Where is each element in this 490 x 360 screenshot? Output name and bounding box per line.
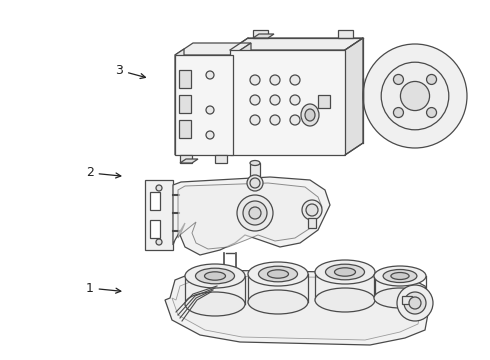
Ellipse shape (335, 268, 356, 276)
Circle shape (270, 95, 280, 105)
Polygon shape (180, 159, 198, 163)
Bar (250, 163, 260, 183)
Ellipse shape (248, 262, 308, 286)
Circle shape (250, 178, 260, 188)
Ellipse shape (315, 260, 375, 284)
Ellipse shape (301, 104, 319, 126)
Bar (215, 155, 227, 163)
Circle shape (270, 115, 280, 125)
Circle shape (397, 285, 433, 321)
Circle shape (206, 106, 214, 114)
Polygon shape (172, 276, 422, 340)
Bar (180, 155, 192, 163)
Polygon shape (345, 38, 363, 155)
Circle shape (363, 44, 467, 148)
Circle shape (400, 81, 430, 111)
Circle shape (306, 204, 318, 216)
Polygon shape (338, 30, 353, 38)
Polygon shape (233, 43, 251, 155)
Ellipse shape (259, 266, 297, 282)
Polygon shape (178, 183, 322, 249)
Polygon shape (175, 55, 233, 155)
Circle shape (250, 115, 260, 125)
Ellipse shape (268, 270, 289, 278)
Polygon shape (173, 177, 330, 255)
Circle shape (250, 75, 260, 85)
Circle shape (249, 207, 261, 219)
Circle shape (302, 200, 322, 220)
Bar (179, 95, 191, 113)
Circle shape (156, 239, 162, 245)
Circle shape (270, 75, 280, 85)
Polygon shape (165, 270, 430, 345)
Text: 1: 1 (86, 282, 121, 294)
Circle shape (381, 62, 449, 130)
Polygon shape (145, 180, 173, 250)
Ellipse shape (185, 264, 245, 288)
Circle shape (404, 292, 426, 314)
Bar (308, 218, 316, 228)
Ellipse shape (250, 161, 260, 166)
Text: 2: 2 (86, 166, 121, 179)
Circle shape (290, 75, 300, 85)
Polygon shape (318, 95, 330, 108)
Circle shape (393, 75, 403, 85)
Polygon shape (230, 50, 345, 155)
Circle shape (243, 201, 267, 225)
Circle shape (393, 108, 403, 118)
Polygon shape (253, 34, 274, 38)
Circle shape (156, 185, 162, 191)
Ellipse shape (196, 268, 235, 284)
Bar (402, 296, 412, 304)
Ellipse shape (391, 273, 409, 279)
Ellipse shape (325, 264, 365, 280)
Circle shape (247, 175, 263, 191)
Ellipse shape (248, 290, 308, 314)
Bar (150, 220, 160, 238)
Ellipse shape (374, 288, 426, 308)
Circle shape (237, 195, 273, 231)
Ellipse shape (383, 270, 417, 283)
Polygon shape (175, 49, 184, 155)
Ellipse shape (315, 288, 375, 312)
Circle shape (290, 115, 300, 125)
Ellipse shape (222, 271, 238, 279)
Circle shape (409, 297, 421, 309)
Polygon shape (175, 43, 251, 55)
Circle shape (290, 95, 300, 105)
Polygon shape (253, 30, 268, 38)
Bar (179, 120, 191, 138)
Ellipse shape (305, 109, 315, 121)
Circle shape (206, 131, 214, 139)
Circle shape (250, 95, 260, 105)
Ellipse shape (185, 292, 245, 316)
Ellipse shape (204, 272, 225, 280)
Polygon shape (230, 38, 363, 50)
Bar (179, 70, 191, 88)
Circle shape (427, 108, 437, 118)
Circle shape (222, 267, 238, 283)
Bar (150, 192, 160, 210)
Ellipse shape (374, 266, 426, 286)
Circle shape (206, 71, 214, 79)
Circle shape (427, 75, 437, 85)
Text: 3: 3 (115, 64, 146, 78)
